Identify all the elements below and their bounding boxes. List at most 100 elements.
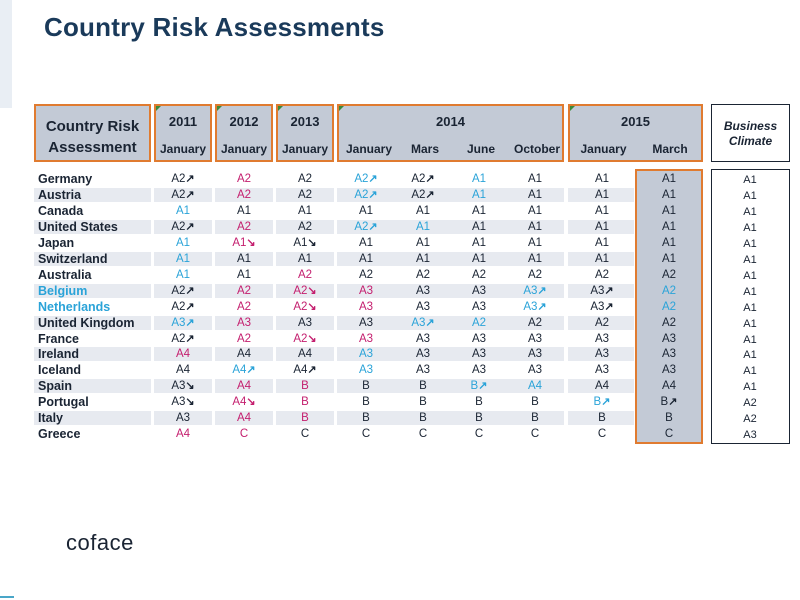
row-band bbox=[276, 187, 334, 202]
rating-value: C bbox=[300, 428, 310, 441]
rating-cell: B bbox=[285, 394, 325, 410]
rating-value: A1 bbox=[594, 173, 610, 185]
rating-value: A3 bbox=[358, 300, 374, 313]
rating-value: B bbox=[301, 380, 309, 393]
arrow-down-right-icon: ↘ bbox=[246, 236, 256, 249]
rating-cell: A3↗ bbox=[163, 315, 203, 331]
table-row: Belgium A2↗ A2 A2↘ A3 A3 A3 A3↗ A3↗ A2 bbox=[34, 283, 704, 299]
rating-cell: A1 bbox=[582, 235, 622, 251]
arrow-up-right-icon: ↗ bbox=[185, 220, 195, 233]
year-label: 2014 bbox=[436, 114, 465, 129]
rating-value: A1 bbox=[358, 204, 374, 217]
rating-value: A3 bbox=[594, 348, 610, 361]
rating-cell: C bbox=[459, 426, 499, 442]
rating-value: B bbox=[475, 412, 483, 425]
rating-cell: B bbox=[285, 378, 325, 394]
rating-cell: A3 bbox=[649, 362, 689, 378]
rating-cell: A2 bbox=[515, 267, 555, 283]
rating-cell: A1 bbox=[403, 235, 443, 251]
rating-value: A2 bbox=[171, 332, 186, 345]
business-climate-cell: A2 bbox=[743, 413, 757, 426]
rating-value: B bbox=[362, 396, 370, 409]
business-climate-cell: A1 bbox=[743, 301, 757, 314]
row-band bbox=[215, 347, 273, 362]
row-band bbox=[34, 219, 151, 234]
rating-cell: A2 bbox=[459, 315, 499, 331]
rating-value: A3 bbox=[527, 348, 543, 361]
rating-cell: A2↗ bbox=[163, 299, 203, 315]
row-band bbox=[154, 187, 212, 202]
rating-cell: A1 bbox=[515, 187, 555, 203]
arrow-up-right-icon: ↗ bbox=[185, 173, 195, 185]
header-corner-mark bbox=[339, 106, 344, 111]
rating-cell: A1↘ bbox=[285, 235, 325, 251]
rating-cell: A3 bbox=[346, 346, 386, 362]
rating-value: A1 bbox=[236, 252, 252, 265]
rating-cell: A3 bbox=[346, 315, 386, 331]
rating-cell: A2↘ bbox=[285, 331, 325, 347]
table-row: France A2↗ A2 A2↘ A3 A3 A3 A3 A3 A3 bbox=[34, 331, 704, 347]
country-name: Australia bbox=[38, 267, 92, 282]
country-name: Austria bbox=[38, 187, 82, 202]
rating-value: A1 bbox=[175, 268, 191, 281]
rating-cell: A3 bbox=[224, 315, 264, 331]
table-row: Greece A4 C C C C C C C C bbox=[34, 426, 704, 442]
rating-cell: B bbox=[403, 378, 443, 394]
table-row: Austria A2↗ A2 A2 A2↗ A2↗ A1 A1 A1 A1 bbox=[34, 187, 704, 203]
rating-cell: A4↗ bbox=[224, 362, 264, 378]
rating-value: A1 bbox=[175, 236, 191, 249]
rating-value: A2 bbox=[171, 188, 186, 201]
rating-value: A4 bbox=[527, 380, 543, 393]
rating-value: B bbox=[470, 380, 479, 393]
rating-value: A3 bbox=[594, 332, 610, 345]
rating-value: A1 bbox=[594, 188, 610, 201]
header-cra-box: Country Risk Assessment bbox=[34, 104, 151, 162]
row-band bbox=[276, 219, 334, 234]
row-band bbox=[568, 347, 634, 362]
country-name: Ireland bbox=[38, 347, 79, 362]
arrow-up-right-icon: ↗ bbox=[368, 220, 378, 233]
rating-cell: C bbox=[649, 426, 689, 442]
rating-value: A2 bbox=[471, 316, 487, 329]
rating-cell: A1 bbox=[649, 251, 689, 267]
rating-cell: A2↗ bbox=[163, 219, 203, 235]
rating-value: A1 bbox=[594, 204, 610, 217]
rating-value: A1 bbox=[527, 204, 543, 217]
row-band bbox=[34, 187, 151, 202]
rating-cell: A1 bbox=[515, 203, 555, 219]
row-band bbox=[337, 251, 564, 266]
rating-cell: A3 bbox=[346, 331, 386, 347]
rating-value: B bbox=[362, 380, 370, 393]
rating-cell: A3 bbox=[459, 299, 499, 315]
rating-cell: A1 bbox=[163, 251, 203, 267]
header-year-2011: 2011 January bbox=[154, 104, 212, 162]
rating-cell: A3 bbox=[649, 346, 689, 362]
rating-cell: A3 bbox=[403, 283, 443, 299]
rating-value: A2 bbox=[297, 173, 313, 185]
rating-value: A1 bbox=[527, 236, 543, 249]
rating-cell: A1 bbox=[515, 219, 555, 235]
rating-cell: A3 bbox=[515, 331, 555, 347]
row-band bbox=[34, 379, 151, 394]
rating-cell: A2↗ bbox=[346, 187, 386, 203]
rating-cell: A1 bbox=[515, 251, 555, 267]
rating-value: A1 bbox=[661, 252, 677, 265]
rating-cell: A3 bbox=[582, 331, 622, 347]
rating-value: A1 bbox=[297, 204, 313, 217]
rating-value: A1 bbox=[175, 252, 191, 265]
rating-value: A2 bbox=[358, 268, 374, 281]
month-label: June bbox=[466, 142, 495, 156]
rating-value: A3 bbox=[471, 332, 487, 345]
table-row: Italy A3 A4 B B B B B B B bbox=[34, 410, 704, 426]
rating-cell: A2 bbox=[224, 299, 264, 315]
rating-cell: A2 bbox=[224, 171, 264, 187]
rating-cell: B bbox=[346, 394, 386, 410]
year-label: 2011 bbox=[168, 114, 198, 129]
row-band bbox=[276, 315, 334, 330]
rating-value: A2 bbox=[411, 188, 426, 201]
rating-value: A2 bbox=[236, 220, 252, 233]
rating-value: A3 bbox=[471, 300, 487, 313]
rating-cell: A1↘ bbox=[224, 235, 264, 251]
rating-cell: A1 bbox=[163, 203, 203, 219]
rating-value: C bbox=[361, 428, 371, 441]
